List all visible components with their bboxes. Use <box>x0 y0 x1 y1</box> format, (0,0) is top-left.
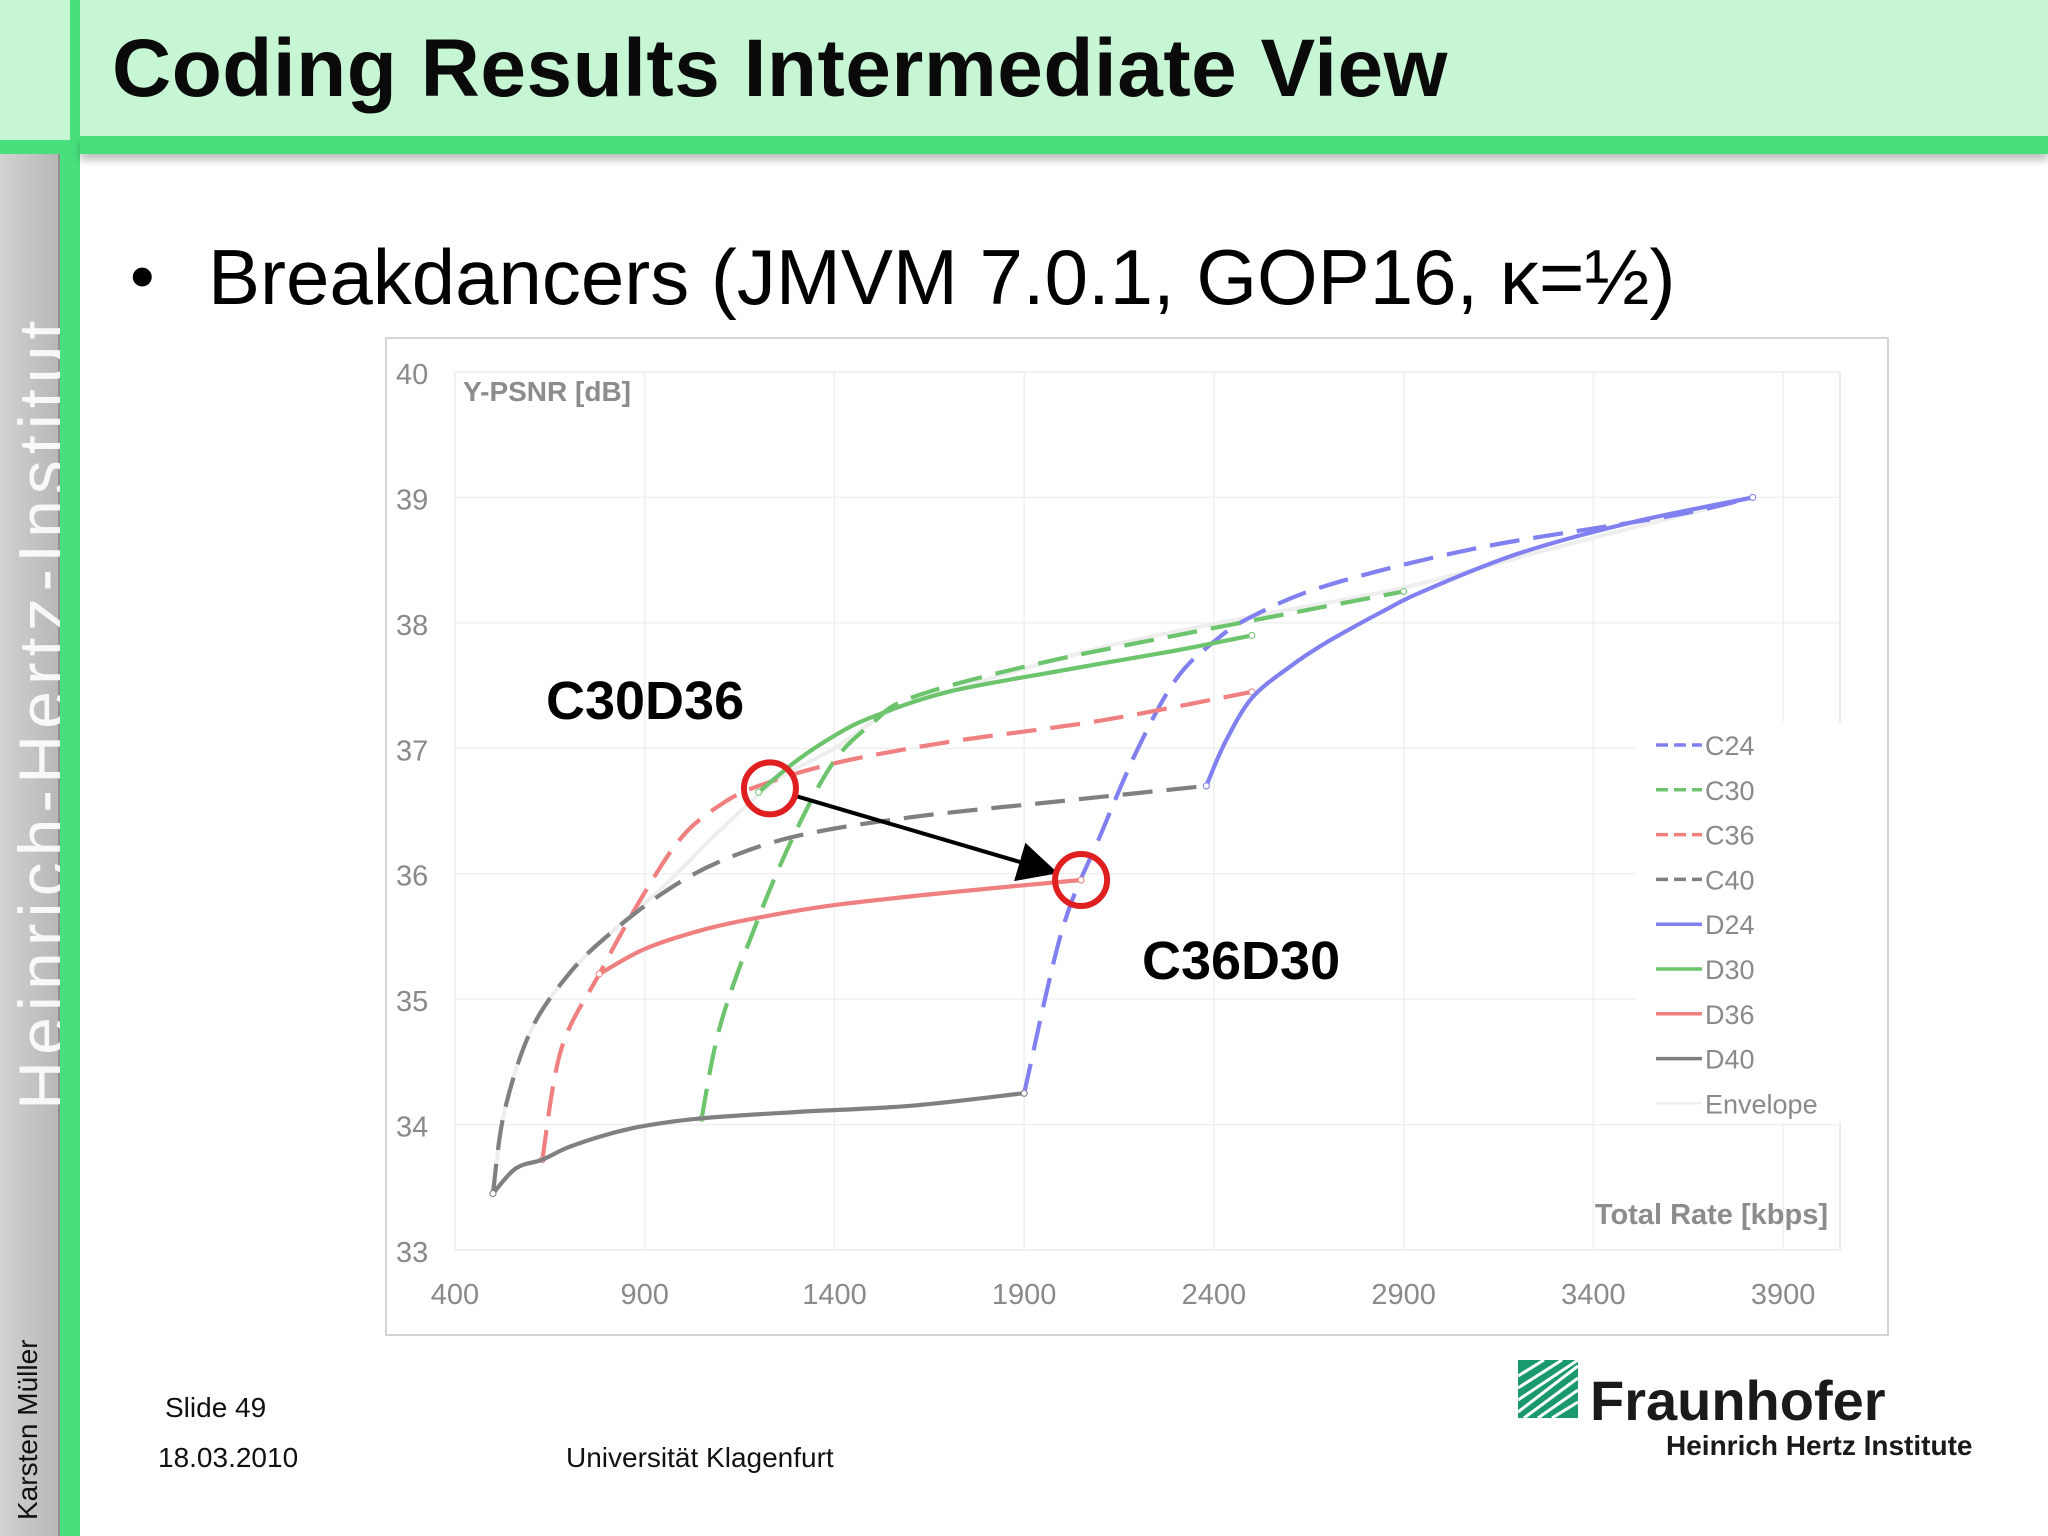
axis-layer: 33 34 35 36 37 38 39 40 400 900 1400 1900 2400 2900 34… <box>396 359 1815 1311</box>
header-band <box>80 0 2048 136</box>
series-c30-point <box>1400 588 1408 595</box>
header-corner <box>0 0 70 140</box>
y-tick-label: 33 <box>396 1237 428 1269</box>
legend-label-c40: C40 <box>1705 865 1755 895</box>
side-accent-stripe <box>60 0 80 1536</box>
legend-box <box>1635 722 1841 1122</box>
legend-label-d40: D40 <box>1705 1045 1755 1075</box>
logo-wordmark: Fraunhofer <box>1590 1369 1886 1432</box>
series-envelope-line <box>490 495 1754 1194</box>
x-tick-label: 3900 <box>1751 1279 1816 1311</box>
series-d30-point <box>1248 631 1256 639</box>
series-d36-line <box>598 877 1082 976</box>
logo-subtitle: Heinrich Hertz Institute <box>1666 1430 1973 1461</box>
series-layer <box>489 493 1757 1198</box>
plot-area <box>454 371 1841 1251</box>
series-d40-line <box>491 1091 1025 1196</box>
y-tick-label: 36 <box>396 861 428 893</box>
y-axis-title: Y-PSNR [dB] <box>463 376 631 407</box>
legend-label-d36: D36 <box>1705 1000 1755 1030</box>
y-tick-label: 38 <box>396 610 428 642</box>
header-rule-left <box>0 140 80 154</box>
header-rule <box>80 136 2048 154</box>
annotation-layer <box>740 759 1111 909</box>
series-d36-point <box>595 970 603 978</box>
legend: C24 C30 C36 C40 D24 D30 D36 D40 Envelope <box>1635 722 1841 1122</box>
series-d24-line <box>1204 495 1754 787</box>
y-tick-label: 40 <box>396 359 428 391</box>
legend-label-envelope: Envelope <box>1705 1089 1818 1119</box>
series-d40-point <box>489 1190 497 1198</box>
series-c36-line <box>540 689 1253 1161</box>
x-tick-label: 900 <box>621 1279 669 1311</box>
transition-arrow <box>796 794 1059 882</box>
bullet-marker: • <box>130 237 155 315</box>
slide-number: Slide 49 <box>165 1392 267 1423</box>
x-tick-label: 400 <box>431 1279 479 1311</box>
x-tick-label: 2900 <box>1371 1279 1436 1311</box>
series-d40-point <box>1020 1089 1028 1097</box>
y-tick-label: 35 <box>396 986 428 1018</box>
slide-subtitle: Breakdancers (JMVM 7.0.1, GOP16, κ=½) <box>208 233 1676 321</box>
series-d30-point <box>755 788 763 796</box>
slide-date: 18.03.2010 <box>158 1442 299 1473</box>
y-tick-label: 39 <box>396 484 428 516</box>
slide-title: Coding Results Intermediate View <box>112 23 1448 114</box>
x-tick-label: 1400 <box>802 1279 867 1311</box>
marker-circle-c30d36 <box>740 759 799 818</box>
y-tick-label: 34 <box>396 1112 428 1144</box>
series-d24-point <box>1749 493 1757 501</box>
legend-label-c30: C30 <box>1705 776 1755 806</box>
legend-label-c36: C36 <box>1705 821 1755 851</box>
x-axis-title: Total Rate [kbps] <box>1595 1199 1828 1231</box>
y-tick-label: 37 <box>396 735 428 767</box>
x-tick-label: 3400 <box>1561 1279 1626 1311</box>
annotation-c30d36: C30D36 <box>546 671 745 731</box>
grid-layer <box>454 371 1841 1251</box>
legend-label-c24: C24 <box>1705 731 1755 761</box>
marker-circle-c36d30 <box>1052 850 1111 909</box>
fraunhofer-logo-icon <box>1518 1360 1578 1418</box>
university-name: Universität Klagenfurt <box>566 1442 834 1473</box>
legend-label-d30: D30 <box>1705 955 1755 985</box>
series-c40-line <box>490 783 1207 1194</box>
annotation-c36d30: C36D30 <box>1142 931 1341 991</box>
x-tick-label: 2400 <box>1182 1279 1247 1311</box>
series-d24-point <box>1202 782 1210 790</box>
series-c30-line <box>699 589 1404 1119</box>
x-tick-label: 1900 <box>992 1279 1057 1311</box>
series-c24-line <box>1022 495 1754 1094</box>
series-d36-point <box>1077 876 1085 884</box>
series-d30-line <box>757 633 1253 794</box>
legend-label-d24: D24 <box>1705 910 1755 940</box>
